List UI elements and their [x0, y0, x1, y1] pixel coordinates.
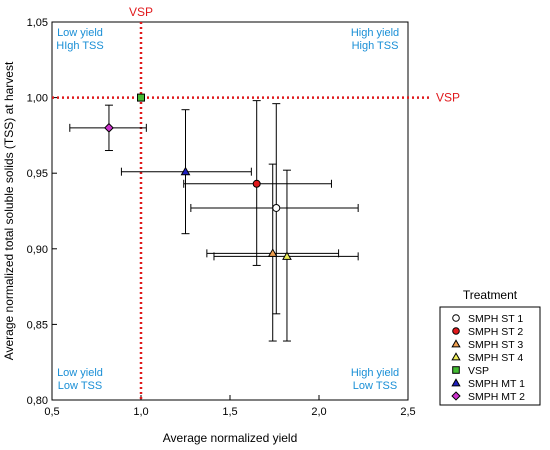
point-smph-st-3: [267, 248, 278, 257]
point-smph-mt-1: [180, 166, 191, 176]
x-tick-label: 1,5: [222, 406, 237, 418]
vsp-vertical-label: VSP: [129, 5, 153, 19]
quadrant-label-top-right: High TSS: [352, 40, 399, 52]
quadrant-label-bottom-right: Low TSS: [353, 380, 397, 392]
error-bars: [69, 100, 359, 342]
quadrant-label-top-left: Low yield: [57, 27, 103, 39]
quadrant-label-top-right: High yield: [351, 27, 399, 39]
x-tick-label: 0,5: [44, 406, 59, 418]
y-axis-label: Average normalized total soluble solids …: [2, 61, 16, 360]
quadrant-label-bottom-left: Low TSS: [58, 380, 102, 392]
x-axis-label: Average normalized yield: [163, 431, 298, 445]
point-smph-st-4: [282, 251, 292, 260]
quadrant-label-top-left: HIgh TSS: [56, 40, 104, 52]
x-tick-label: 2,5: [400, 406, 415, 418]
legend-marker-smph-st-2: [452, 327, 460, 335]
point-smph-st-1: [272, 203, 281, 212]
y-tick-label: 0,95: [27, 168, 48, 180]
data-points: [104, 93, 292, 260]
legend-entry-label: VSP: [468, 365, 489, 377]
y-tick-label: 1,00: [27, 93, 48, 105]
x-tick-label: 1,0: [133, 406, 148, 418]
legend-marker-smph-st-1: [452, 314, 460, 322]
legend-entry-label: SMPH MT 2: [468, 391, 525, 403]
y-tick-label: 0,80: [27, 395, 48, 407]
legend-marker-vsp: [452, 366, 460, 374]
legend-entry-label: SMPH MT 1: [468, 378, 525, 390]
reference-lines: VSP VSP: [52, 5, 460, 400]
y-tick-label: 0,90: [27, 244, 48, 256]
plot-area: [51, 21, 409, 401]
axis-ticks: 0,5 1,0 1,5 2,0 2,5 0,80 0,85 0,90 0,95 1,00 1,05: [27, 17, 416, 418]
y-tick-label: 1,05: [27, 17, 48, 29]
quadrant-label-bottom-right: High yield: [351, 367, 399, 379]
y-tick-label: 0,85: [27, 319, 48, 331]
legend-marker-smph-mt-2: [451, 391, 461, 401]
point-vsp: [137, 93, 145, 102]
legend-title: Treatment: [463, 288, 518, 302]
point-smph-mt-2: [104, 122, 114, 133]
vsp-horizontal-label: VSP: [436, 91, 460, 105]
legend-marker-smph-mt-1: [451, 378, 461, 387]
point-smph-st-2: [252, 179, 261, 188]
legend-entry-label: SMPH ST 2: [468, 326, 523, 338]
legend-entry-label: SMPH ST 3: [468, 339, 523, 351]
quadrant-label-bottom-left: Low yield: [57, 367, 103, 379]
x-tick-label: 2,0: [311, 406, 326, 418]
legend-entry-label: SMPH ST 1: [468, 313, 523, 325]
legend-marker-smph-st-3: [451, 339, 461, 348]
legend-entry-label: SMPH ST 4: [468, 352, 523, 364]
legend-marker-smph-st-4: [451, 352, 461, 361]
